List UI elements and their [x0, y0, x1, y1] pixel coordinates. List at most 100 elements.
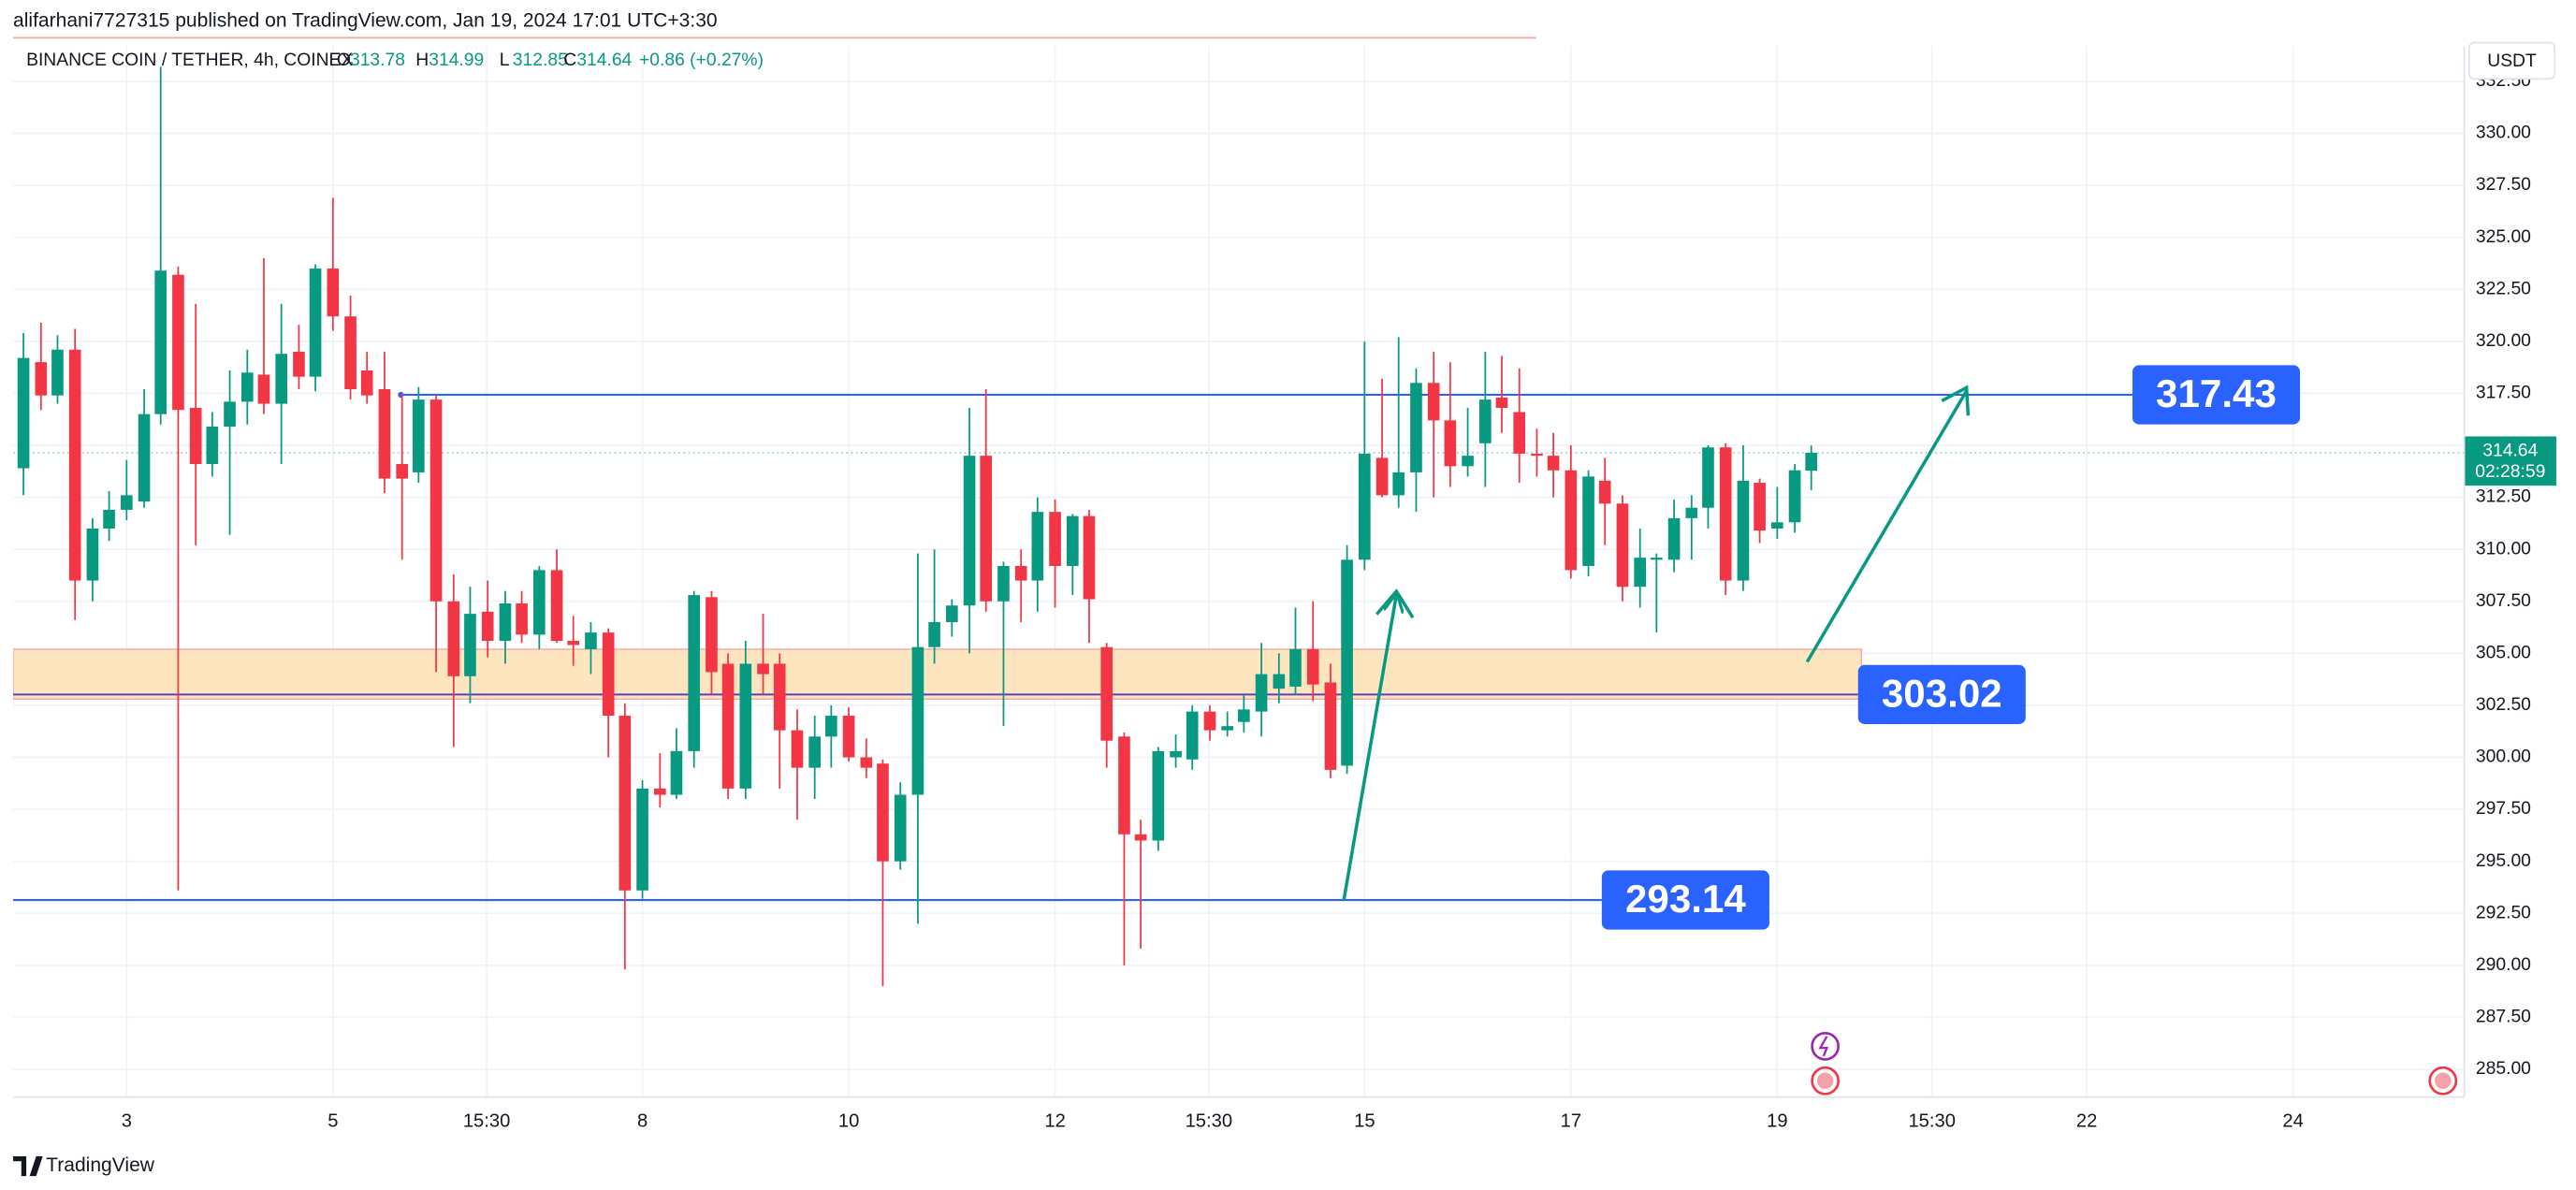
- candle-body: [1444, 420, 1457, 467]
- support-zone: [13, 648, 1862, 700]
- candle-body: [1289, 648, 1302, 687]
- ohlc-value: 314.99: [429, 51, 484, 70]
- candle-body: [997, 565, 1010, 602]
- candle-body: [1014, 565, 1027, 581]
- level-label: 303.02: [1882, 671, 2002, 715]
- level-box: [1601, 870, 1769, 930]
- candle-body: [1754, 483, 1766, 531]
- y-tick-label: 300.00: [2476, 747, 2531, 767]
- symbol: BINANCE COIN / TETHER, 4h, COINEX: [26, 51, 353, 70]
- candle-body: [1049, 512, 1061, 566]
- candle-body: [928, 622, 940, 647]
- level-label: 293.14: [1625, 877, 1746, 921]
- candle-body: [1083, 515, 1096, 600]
- candle-body: [1273, 674, 1286, 689]
- candle-body: [1067, 515, 1079, 566]
- candle-body: [1616, 503, 1629, 588]
- ohlc-label: L: [500, 51, 510, 70]
- footer-logo: [13, 1156, 43, 1177]
- candle-body: [773, 663, 786, 731]
- drawings: [13, 385, 2465, 902]
- level-box: [1857, 664, 2026, 724]
- y-tick-label: 297.50: [2476, 799, 2531, 819]
- currency: USDT: [2487, 51, 2537, 71]
- price-tag: [2464, 436, 2556, 486]
- currency-box: [2467, 41, 2556, 80]
- candle-body: [121, 495, 133, 510]
- candle-body: [1341, 559, 1353, 766]
- candle-body: [464, 614, 476, 676]
- candle-body: [224, 401, 236, 428]
- candle-body: [68, 349, 81, 581]
- candle-body: [86, 528, 99, 581]
- candle-body: [1547, 456, 1560, 471]
- publish-header: alifarhani7727315 published on TradingVi…: [13, 9, 718, 31]
- y-tick-label: 295.00: [2476, 851, 2531, 871]
- candle-body: [688, 595, 701, 751]
- candle-body: [206, 427, 219, 465]
- candle-body: [1685, 507, 1698, 518]
- candle-body: [825, 716, 837, 737]
- candle-body: [240, 372, 254, 402]
- candle-body: [1531, 453, 1543, 457]
- x-tick-label: 12: [1044, 1110, 1065, 1131]
- x-tick-label: 15:30: [1186, 1110, 1233, 1131]
- candle-body: [1651, 558, 1663, 560]
- candle-body: [309, 268, 322, 377]
- x-tick-label: 19: [1767, 1110, 1787, 1131]
- candle-body: [1359, 453, 1371, 560]
- candle-body: [35, 362, 48, 396]
- candle-body: [842, 716, 855, 758]
- candle-body: [1031, 512, 1044, 581]
- candle-body: [808, 736, 822, 768]
- candle-body: [1702, 447, 1714, 508]
- y-tick-label: 285.00: [2476, 1059, 2531, 1079]
- candle-body: [429, 399, 443, 602]
- candle-body: [1479, 399, 1492, 443]
- event-icons: [1811, 1032, 2458, 1096]
- candle-body: [1805, 453, 1818, 472]
- candle-body: [154, 270, 167, 414]
- level-anchor: [398, 391, 404, 399]
- candle-body: [1134, 834, 1147, 841]
- ohlc-value: 313.78: [350, 51, 405, 70]
- y-tick-label: 310.00: [2476, 539, 2531, 559]
- candle-body: [1788, 470, 1801, 523]
- x-tick-label: 8: [637, 1110, 648, 1131]
- y-tick-label: 302.50: [2476, 695, 2531, 715]
- ohlc-label: O: [337, 51, 351, 70]
- candle-body: [791, 730, 804, 768]
- arrow-head: [1941, 385, 1971, 416]
- candle-body: [894, 794, 907, 862]
- x-tick-label: 10: [838, 1110, 859, 1131]
- candle-body: [550, 570, 563, 642]
- candle-body: [481, 611, 494, 642]
- y-tick-label: 307.50: [2476, 591, 2531, 611]
- change: +0.86 (+0.27%): [639, 51, 764, 70]
- candle-body: [413, 399, 425, 472]
- ohlc-label: C: [563, 51, 576, 70]
- candle-body: [1392, 472, 1405, 496]
- candle-body: [980, 456, 993, 602]
- candle-body: [1427, 383, 1440, 421]
- candle-body: [1634, 558, 1647, 588]
- candle-body: [1238, 709, 1250, 722]
- candle-body: [1186, 711, 1199, 760]
- candle-body: [1306, 648, 1319, 685]
- level-label: 317.43: [2156, 371, 2277, 415]
- candle-body: [378, 389, 391, 479]
- candle-body: [396, 464, 409, 479]
- y-tick-label: 322.50: [2476, 279, 2531, 298]
- candle-body: [877, 763, 889, 862]
- candle-body: [533, 570, 546, 635]
- candle-body: [17, 357, 30, 469]
- candle-body: [721, 663, 735, 789]
- candle-body: [1719, 447, 1732, 581]
- candle-body: [1324, 682, 1337, 770]
- price-tag-countdown: 02:28:59: [2475, 462, 2545, 482]
- candle-body: [499, 602, 512, 642]
- candle-body: [963, 456, 976, 606]
- candle-body: [1462, 456, 1474, 467]
- y-tick-label: 305.00: [2476, 643, 2531, 662]
